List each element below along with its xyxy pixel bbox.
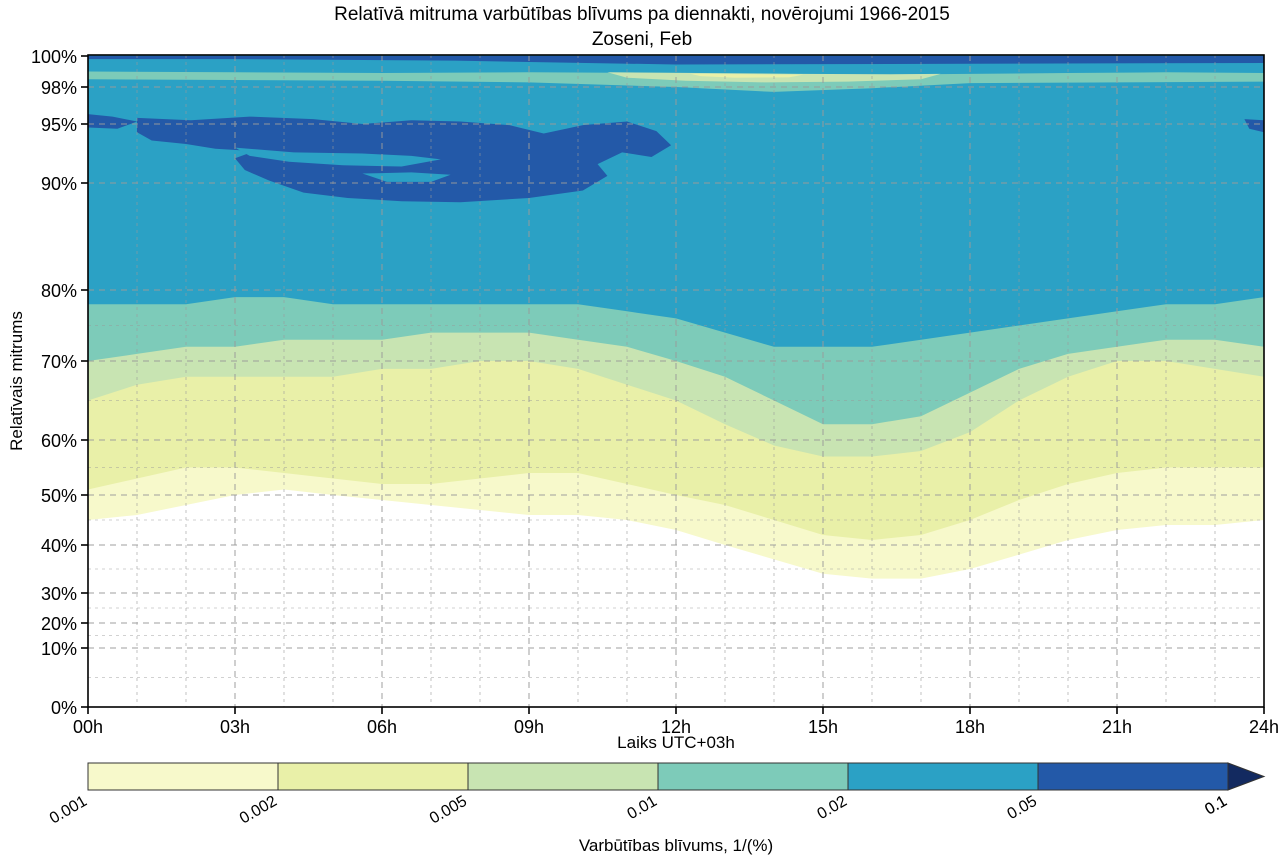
colorbar[interactable]: 0.001 0.002 0.005 0.01 0.02 0.05 0.10.1 xyxy=(47,762,1266,828)
ytick-label-40: 40% xyxy=(41,536,77,556)
colorbar-tick-label-0.005: 0.005 xyxy=(427,793,470,828)
colorbar-segment-0.02[interactable] xyxy=(847,762,1039,791)
contour-pocket-2 xyxy=(690,73,804,78)
gridlines xyxy=(88,55,1264,707)
xtick-label-18: 18h xyxy=(955,717,985,737)
x-axis-label: Laiks UTC+03h xyxy=(617,733,735,752)
xtick-label-9: 09h xyxy=(514,717,544,737)
plot-frame xyxy=(87,54,1265,708)
xtick-label-24: 24h xyxy=(1249,717,1279,737)
contour-blob-0.05-1 xyxy=(88,114,137,129)
xtick-label-12: 12h xyxy=(661,717,691,737)
y-axis-label: Relatīvais mitrums xyxy=(7,311,26,451)
colorbar-tick-label-0.02: 0.02 xyxy=(815,793,851,823)
contour-blob-0.05-3 xyxy=(1244,119,1264,133)
xtick-label-21: 21h xyxy=(1102,717,1132,737)
ytick-label-0: 0% xyxy=(51,698,77,718)
colorbar-segment-0.005[interactable] xyxy=(467,762,659,791)
contour-hole-0 xyxy=(235,147,441,167)
ytick-label-50: 50% xyxy=(41,486,77,506)
colorbar-tick-label-0.002: 0.002 xyxy=(237,793,280,828)
colorbar-label: Varbūtības blīvums, 1/(%) xyxy=(579,836,773,855)
colorbar-segment-0.001[interactable] xyxy=(87,762,279,791)
ytick-label-80: 80% xyxy=(41,281,77,301)
ytick-label-20: 20% xyxy=(41,614,77,634)
axis-ticks: 0% 10% 20% 30% 40% 50% 60% 70% 80% 90% 95% 98% 100% 0… xyxy=(31,47,1279,737)
xtick-label-6: 06h xyxy=(367,717,397,737)
chart-subtitle: Zoseni, Feb xyxy=(591,29,693,50)
colorbar-tick-label-max: 0.1 xyxy=(1202,793,1230,819)
colorbar-tick-label-0.001: 0.001 xyxy=(47,793,90,828)
ytick-label-30: 30% xyxy=(41,584,77,604)
ytick-label-98: 98% xyxy=(41,78,77,98)
chart-title-block: Relatīvā mitruma varbūtības blīvums pa d… xyxy=(0,2,1284,52)
ytick-label-95: 95% xyxy=(41,115,77,135)
colorbar-extend-arrow xyxy=(1227,762,1266,791)
xtick-label-3: 03h xyxy=(220,717,250,737)
colorbar-tick-label-0.05: 0.05 xyxy=(1005,793,1041,823)
ytick-label-10: 10% xyxy=(41,639,77,659)
ytick-label-90: 90% xyxy=(41,174,77,194)
xtick-label-15: 15h xyxy=(808,717,838,737)
colorbar-segment-0.002[interactable] xyxy=(277,762,469,791)
xtick-label-0: 00h xyxy=(73,717,103,737)
colorbar-tick-label-0.01: 0.01 xyxy=(625,793,661,823)
page-title: Relatīvā mitruma varbūtības blīvums pa d… xyxy=(334,4,950,25)
colorbar-segment-0.05[interactable] xyxy=(1037,762,1229,791)
contour-hole-1 xyxy=(362,172,451,182)
ytick-label-70: 70% xyxy=(41,352,77,372)
colorbar-segment-0.01[interactable] xyxy=(657,762,849,791)
ytick-label-60: 60% xyxy=(41,431,77,451)
ytick-label-100: 100% xyxy=(31,47,77,67)
